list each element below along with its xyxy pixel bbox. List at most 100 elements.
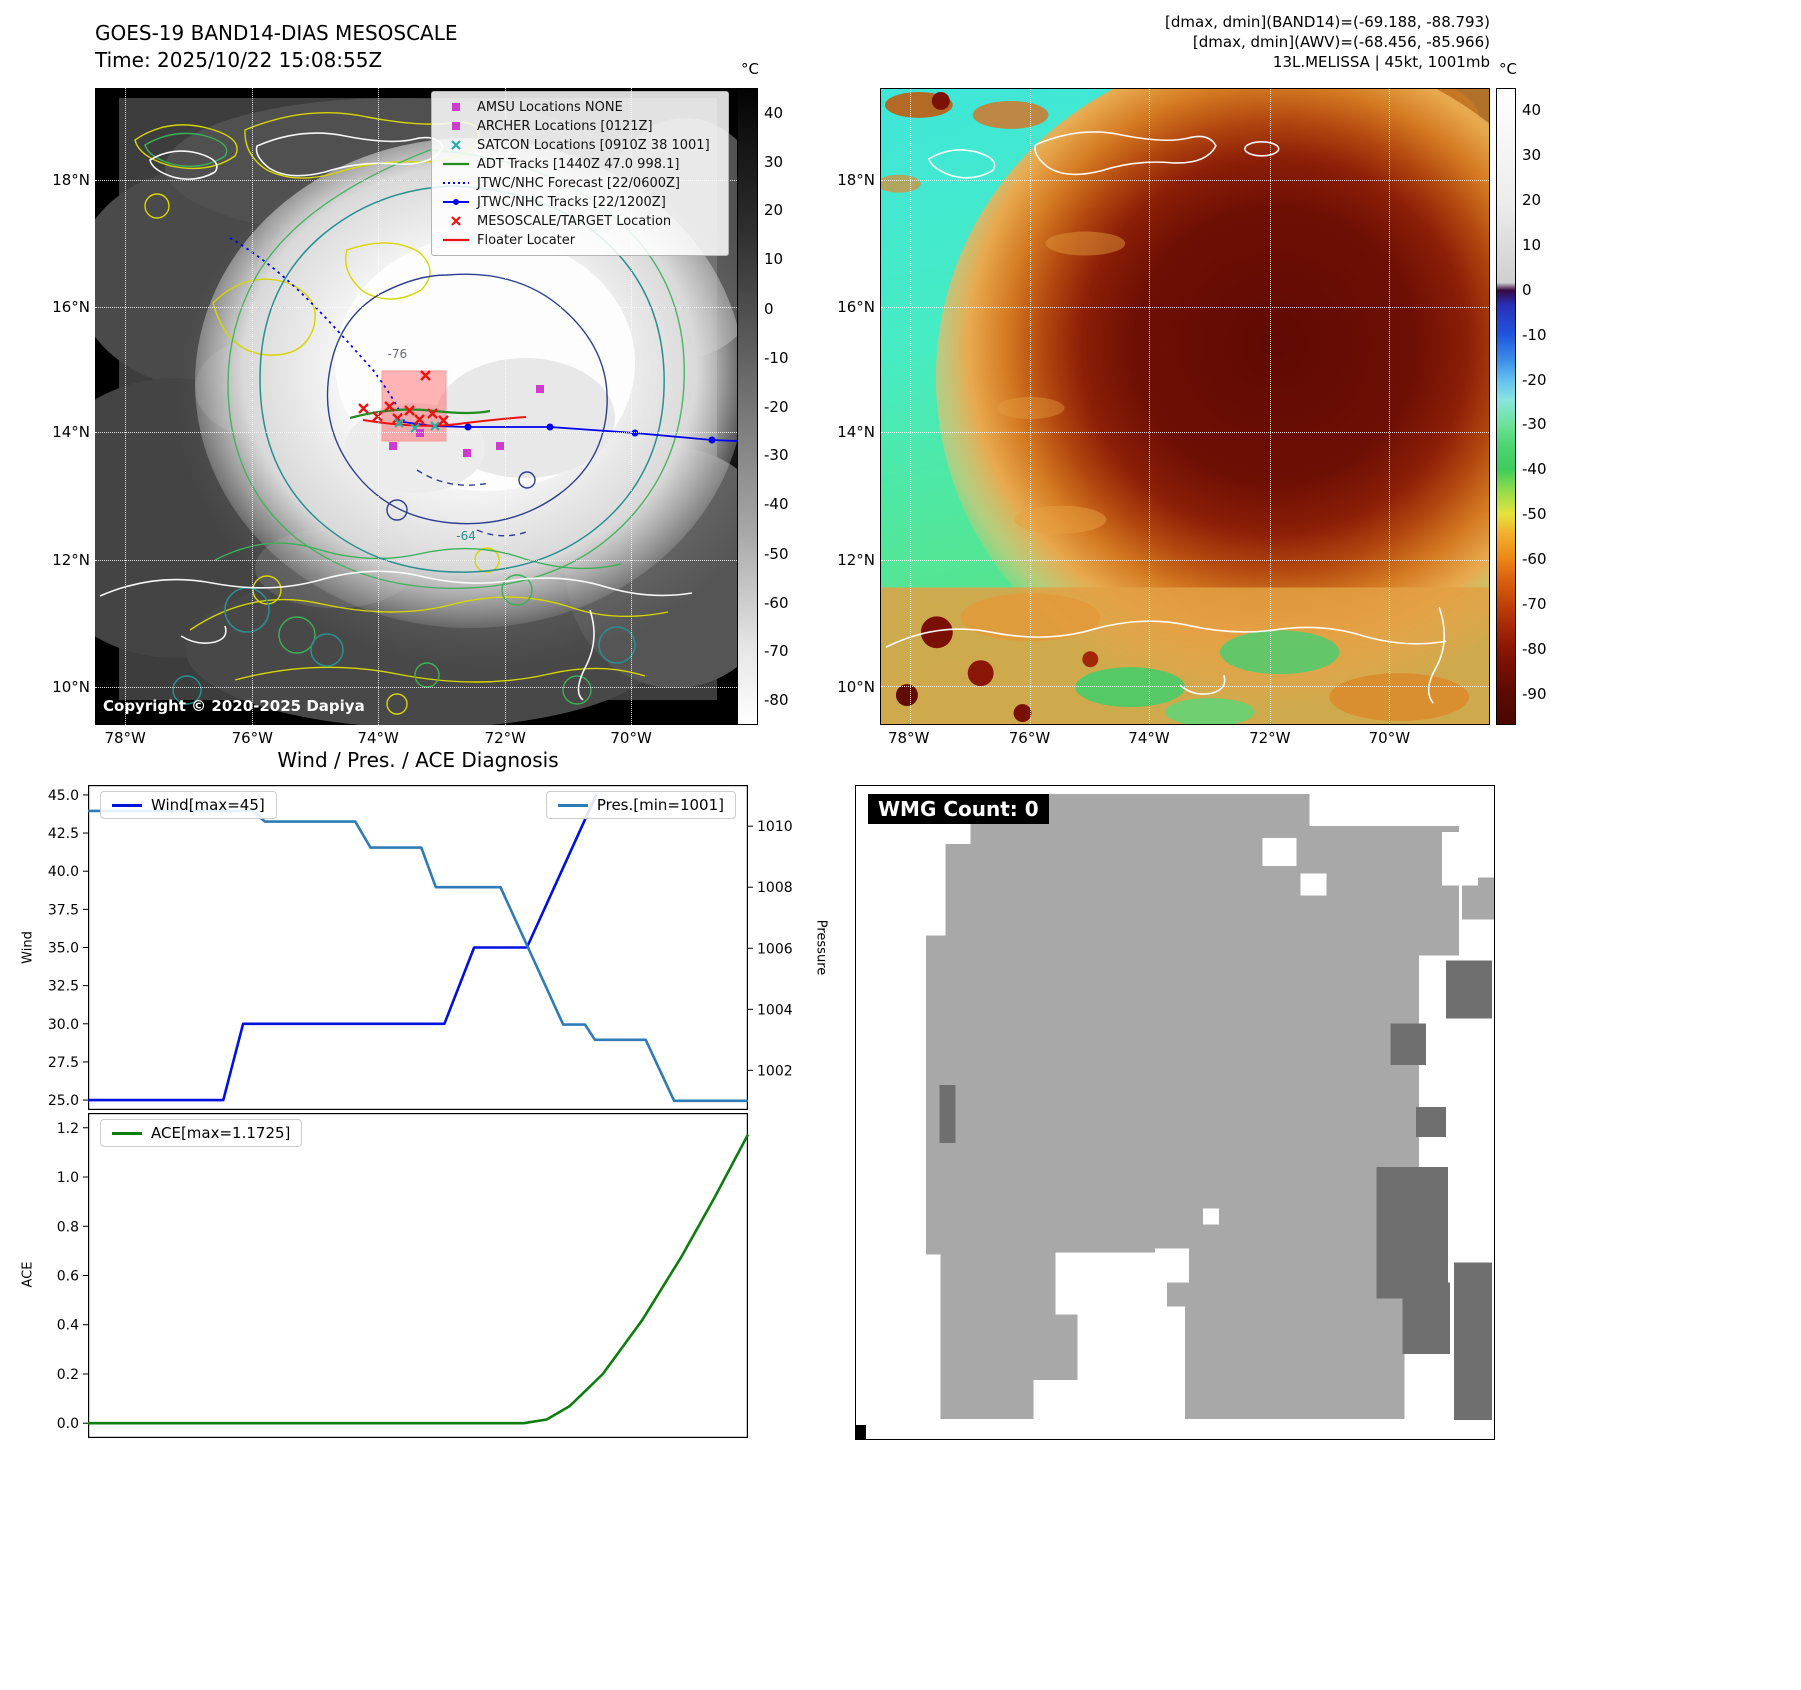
- lon-tick-label: 70°W: [1368, 729, 1411, 747]
- colorbar-tick-label: -90: [1522, 684, 1547, 703]
- band14-title: GOES-19 BAND14-DIAS MESOSCALE: [95, 21, 458, 45]
- lat-tick-label: 16°N: [52, 298, 90, 317]
- awv-lon-axis: 78°W 76°W 74°W 72°W 70°W: [880, 729, 1490, 749]
- lon-tick-label: 78°W: [104, 729, 146, 747]
- x-marker-icon: [441, 214, 471, 228]
- colorbar-tick-label: -80: [764, 691, 789, 710]
- svg-text:35.0: 35.0: [48, 941, 79, 957]
- chart-legend-label: Pres.[min=1001]: [596, 796, 724, 814]
- awv-lat-axis: 18°N 16°N 14°N 12°N 10°N: [823, 88, 875, 725]
- legend-item: AMSU Locations NONE: [441, 98, 719, 116]
- colorbar-tick-label: -50: [1522, 505, 1547, 524]
- legend-line-sample: [557, 803, 588, 807]
- colorbar-tick-label: -50: [764, 544, 789, 563]
- lat-tick-label: 18°N: [52, 170, 90, 189]
- chart-ace-plot: 0.0 0.2 0.4 0.6 0.8 1.0 1.2: [57, 1113, 750, 1438]
- colorbar-tick-label: 20: [764, 201, 784, 220]
- legend-item: MESOSCALE/TARGET Location: [441, 212, 719, 230]
- colorbar-tick-label: 40: [764, 103, 784, 122]
- awv-title-line1: [dmax, dmin](BAND14)=(-69.188, -88.793): [1165, 13, 1490, 31]
- colorbar-tick-label: 40: [1522, 101, 1542, 120]
- wmg-count-badge: WMG Count: 0: [868, 794, 1049, 824]
- lat-tick-label: 14°N: [837, 422, 875, 441]
- legend-item: ADT Tracks [1440Z 47.0 998.1]: [441, 155, 719, 173]
- x-marker-icon: [441, 138, 471, 152]
- wind-axis-label: Wind: [20, 931, 36, 964]
- svg-text:1006: 1006: [757, 941, 793, 957]
- colorbar-tick-label: -70: [764, 642, 789, 661]
- legend-item-label: MESOSCALE/TARGET Location: [477, 213, 672, 229]
- chart-legend: ACE[max=1.1725]: [100, 1119, 303, 1147]
- legend-item-label: AMSU Locations NONE: [477, 99, 623, 115]
- mesoscale-target-markers: [358, 370, 449, 426]
- line-dot-marker-icon: [441, 195, 471, 209]
- lat-tick-label: 10°N: [837, 677, 875, 696]
- svg-text:0.6: 0.6: [57, 1269, 79, 1285]
- svg-text:1.0: 1.0: [57, 1170, 79, 1186]
- chart-legend-label: Wind[max=45]: [151, 796, 265, 814]
- svg-text:1004: 1004: [757, 1002, 793, 1018]
- colorbar-tick-label: -60: [764, 593, 789, 612]
- svg-text:0.8: 0.8: [57, 1219, 79, 1235]
- svg-text:1010: 1010: [757, 819, 793, 835]
- lon-tick-label: 74°W: [357, 729, 399, 747]
- legend-item-label: JTWC/NHC Tracks [22/1200Z]: [477, 194, 666, 210]
- svg-text:0.4: 0.4: [57, 1318, 79, 1334]
- ace-axis-label: ACE: [20, 1261, 36, 1288]
- colorbar-tick-label: -20: [764, 397, 789, 416]
- awv-colorbar-unit: °C: [1499, 60, 1517, 78]
- lon-tick-label: 72°W: [484, 729, 526, 747]
- awv-satellite-image: [881, 89, 1489, 724]
- legend-item: SATCON Locations [0910Z 38 1001]: [441, 136, 719, 154]
- colorbar-tick-label: -80: [1522, 639, 1547, 658]
- colorbar-tick-label: -40: [764, 495, 789, 514]
- jtwc-track-points: [464, 423, 716, 444]
- lat-tick-label: 18°N: [837, 170, 875, 189]
- jtwc-forecast-track: [229, 237, 405, 422]
- line-marker-icon: [441, 233, 471, 247]
- legend-item-label: ADT Tracks [1440Z 47.0 998.1]: [477, 156, 680, 172]
- colorbar-tick-label: 30: [764, 152, 784, 171]
- legend-item-label: Floater Locater: [477, 232, 576, 248]
- awv-storm-id: 13L.MELISSA | 45kt, 1001mb: [1272, 53, 1490, 71]
- band14-lat-axis: 18°N 16°N 14°N 12°N 10°N: [38, 88, 90, 725]
- line-marker-icon: [441, 157, 471, 171]
- satcon-markers: [394, 418, 440, 433]
- colorbar-tick-label: -70: [1522, 594, 1547, 613]
- colorbar-tick-label: -10: [1522, 325, 1547, 344]
- square-marker-icon: [441, 119, 471, 133]
- legend-item: Floater Locater: [441, 231, 719, 249]
- colorbar-tick-label: 20: [1522, 191, 1542, 210]
- wind-pressure-chart: 25.0 27.5 30.0 32.5 35.0 37.5 40.0 42.5 45.0 1002…: [48, 785, 793, 1110]
- colorbar-tick-label: -60: [1522, 549, 1547, 568]
- awv-colorbar-ticks: 40 30 20 10 0 -10 -20 -30 -40 -50 -60 -70 -80 -90: [1522, 88, 1568, 725]
- lat-tick-label: 12°N: [837, 551, 875, 570]
- awv-title-block: [dmax, dmin](BAND14)=(-69.188, -88.793) …: [880, 12, 1490, 72]
- band14-legend: AMSU Locations NONE ARCHER Locations [012…: [431, 91, 729, 256]
- wmg-dark-patches: [939, 960, 1493, 1421]
- legend-item: JTWC/NHC Forecast [22/0600Z]: [441, 174, 719, 192]
- square-marker-icon: [441, 100, 471, 114]
- svg-text:37.5: 37.5: [48, 902, 79, 918]
- svg-text:40.0: 40.0: [48, 864, 79, 880]
- svg-text:27.5: 27.5: [48, 1055, 79, 1071]
- awv-title-line2: [dmax, dmin](AWV)=(-68.456, -85.966): [1192, 33, 1490, 51]
- pressure-axis-label: Pressure: [813, 919, 829, 976]
- svg-text:25.0: 25.0: [48, 1093, 79, 1109]
- lat-tick-label: 10°N: [52, 677, 90, 696]
- colorbar-tick-label: -10: [764, 348, 789, 367]
- wmg-map-image: [856, 786, 1494, 1439]
- lon-tick-label: 76°W: [231, 729, 273, 747]
- coastlines: [885, 131, 1447, 704]
- chart-legend: Wind[max=45]: [100, 791, 277, 819]
- band14-title-block: GOES-19 BAND14-DIAS MESOSCALE Time: 2025…: [95, 20, 458, 74]
- legend-item-label: SATCON Locations [0910Z 38 1001]: [477, 137, 710, 153]
- lat-tick-label: 14°N: [52, 422, 90, 441]
- diagnosis-title: Wind / Pres. / ACE Diagnosis: [277, 748, 559, 772]
- chart-wind-plot: 25.0 27.5 30.0 32.5 35.0 37.5 40.0 42.5 45.0 1002…: [48, 785, 793, 1110]
- awv-map-panel: [880, 88, 1490, 725]
- lon-tick-label: 70°W: [610, 729, 652, 747]
- colorbar-tick-label: 30: [1522, 146, 1542, 165]
- colorbar-tick-label: -30: [764, 446, 789, 465]
- svg-text:1002: 1002: [757, 1063, 793, 1079]
